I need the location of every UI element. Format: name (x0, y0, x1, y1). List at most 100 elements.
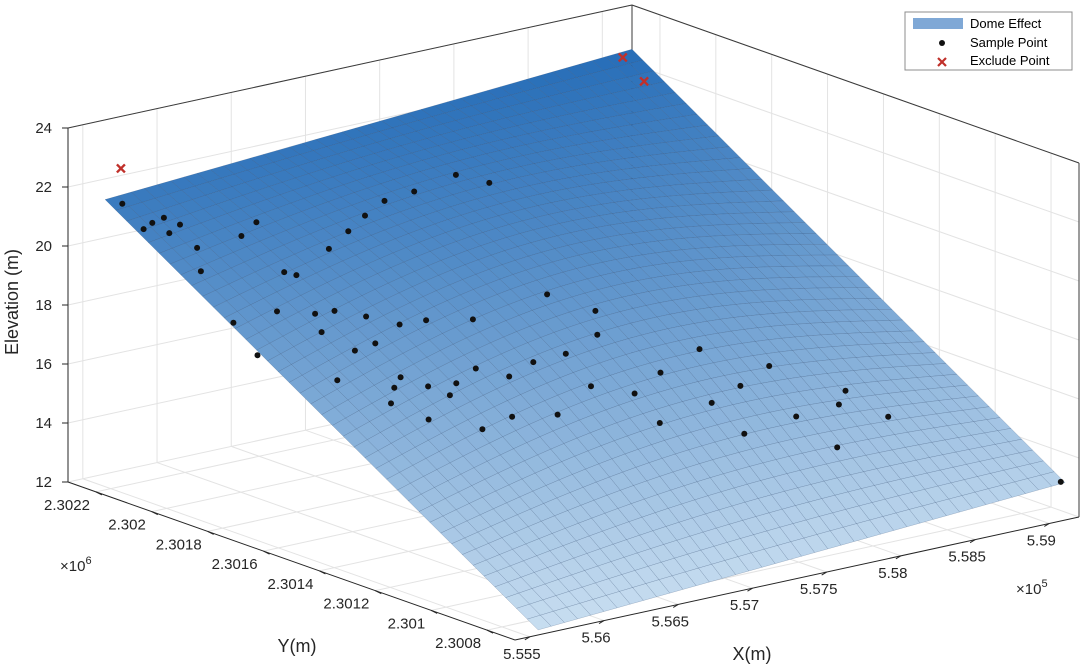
sample-point (397, 374, 404, 381)
sample-point (423, 317, 430, 324)
sample-point (737, 382, 744, 389)
y-tick-mark (95, 491, 103, 496)
sample-point (554, 411, 561, 418)
sample-point (446, 392, 453, 399)
sample-point (425, 383, 432, 390)
sample-point (312, 310, 319, 317)
sample-point (766, 363, 773, 369)
sample-point (363, 313, 370, 320)
y-tick-mark (375, 590, 382, 595)
surface-cell (629, 59, 655, 75)
box-edge (67, 4, 633, 129)
sample-point (230, 319, 237, 326)
x-tick-mark (598, 620, 605, 625)
sample-point (140, 226, 147, 233)
surface-cell (878, 308, 904, 321)
y-exponent-power: 6 (85, 555, 91, 567)
y-tick-label: 2.3018 (156, 536, 202, 553)
sample-point (318, 329, 325, 336)
y-tick-mark (263, 550, 270, 555)
surface-cell (899, 330, 925, 343)
legend-exclude-marker (937, 57, 947, 67)
sample-point (509, 413, 516, 420)
sample-point (281, 269, 288, 276)
z-tick-label: 22 (35, 179, 52, 196)
sample-point (452, 171, 459, 178)
y-tick-mark (151, 511, 159, 516)
surface-cell (813, 243, 839, 256)
sample-point (197, 268, 204, 275)
sample-point (396, 321, 403, 328)
sample-point (334, 377, 341, 384)
sample-point (793, 413, 800, 420)
sample-point (469, 316, 476, 323)
sample-point (835, 401, 842, 408)
sample-point (696, 346, 703, 353)
y-exponent-label: ×106 (60, 555, 92, 575)
legend-dome-swatch (913, 18, 963, 29)
sample-point (149, 219, 156, 226)
exclude-point (639, 76, 649, 87)
exclude-point (617, 52, 628, 63)
exclude-point (116, 163, 126, 174)
sample-point (166, 230, 173, 237)
sample-point (708, 399, 715, 406)
exclude-points (116, 52, 649, 174)
sample-point (530, 359, 537, 366)
surface-cell (715, 146, 741, 159)
x-tick-mark (524, 636, 531, 641)
sample-point (834, 444, 841, 451)
x-tick-mark (969, 539, 976, 544)
exclude-point-stroke (639, 76, 649, 87)
y-tick-label: 2.302 (108, 517, 146, 534)
dome-effect-surface (104, 48, 1066, 631)
x-axis-label: X(m) (733, 644, 772, 664)
sample-point (486, 179, 493, 186)
sample-point (254, 352, 261, 359)
sample-point (411, 188, 418, 195)
grid-line (631, 63, 1080, 223)
y-exponent-base: ×10 (60, 558, 85, 575)
sample-point (325, 245, 332, 252)
sample-point (274, 308, 280, 315)
surface-cell (639, 70, 665, 85)
legend-exclude-label: Exclude Point (970, 53, 1050, 68)
y-tick-mark (207, 530, 214, 535)
x-tick-label: 5.58 (878, 565, 907, 582)
x-tick-label: 5.57 (730, 597, 759, 614)
z-axis-label: Elevation (m) (2, 249, 22, 355)
x-tick-label: 5.59 (1027, 532, 1056, 549)
x-tick-label: 5.565 (651, 613, 689, 630)
y-tick-mark (319, 570, 326, 575)
sample-point (544, 291, 551, 298)
y-tick-label: 2.3014 (268, 576, 314, 593)
sample-point (372, 340, 379, 347)
x-exponent-base: ×10 (1016, 581, 1041, 598)
sample-point (119, 200, 126, 207)
z-tick-label: 20 (35, 238, 52, 255)
legend-dome-label: Dome Effect (970, 16, 1042, 31)
sample-points (119, 171, 1064, 485)
sample-point (588, 383, 594, 390)
x-tick-mark (747, 587, 753, 592)
legend-sample-marker (939, 40, 945, 46)
x-exponent-power: 5 (1041, 578, 1047, 590)
x-tick-mark (1044, 523, 1050, 527)
surface-cell (953, 384, 979, 398)
z-tick-label: 18 (35, 297, 52, 314)
axis-ticks: 5.555 5.56 5.565 5.57 5.575 5.58 5.585 5.59 2.30… (35, 120, 1056, 663)
sample-point (238, 233, 245, 239)
surface-cell (802, 233, 828, 245)
sample-point (656, 420, 663, 426)
sample-point (562, 350, 569, 357)
surface-cell (867, 298, 893, 310)
sample-point (351, 347, 358, 354)
z-tick-label: 24 (35, 120, 52, 137)
sample-point (177, 221, 183, 228)
sample-point (631, 390, 638, 397)
y-tick-label: 2.301 (388, 615, 426, 632)
y-axis-label: Y(m) (278, 636, 317, 656)
surface-cell (650, 81, 676, 96)
y-tick-label: 2.3016 (212, 556, 258, 573)
